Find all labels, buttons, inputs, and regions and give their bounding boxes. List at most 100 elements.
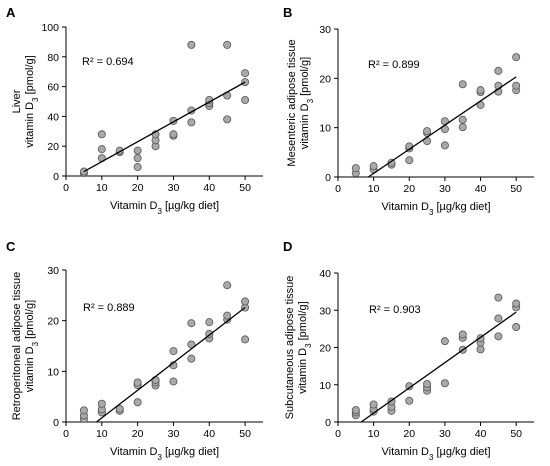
data-point	[187, 354, 196, 363]
x-tick-label: 50	[239, 182, 251, 194]
data-point	[133, 398, 142, 407]
y-axis-title: Mesenteric adipose tissue vitamin D3 [pmo…	[286, 39, 315, 166]
data-point	[512, 299, 521, 308]
r-squared-annotation: R² = 0.899	[368, 59, 420, 71]
data-point	[423, 380, 432, 389]
y-axis-title-line1: Retroperitoneal adipose tissue	[11, 272, 23, 421]
x-tick-label: 20	[403, 183, 415, 195]
x-tick-label: 0	[63, 182, 69, 194]
data-point	[223, 281, 232, 290]
data-point	[387, 158, 396, 167]
x-axis-title-unit: [µg/kg diet]	[433, 446, 490, 458]
x-tick-label: 30	[168, 428, 180, 440]
y-axis-title-line1: Mesenteric adipose tissue	[286, 39, 298, 166]
x-tick-label: 20	[403, 428, 415, 440]
y-tick-label: 30	[319, 305, 331, 317]
data-point	[187, 118, 196, 127]
y-tick-label: 20	[319, 73, 331, 85]
y-axis-title-sub: 3	[304, 343, 313, 348]
data-point	[494, 332, 503, 341]
y-axis-title-main: vitamin D	[24, 346, 36, 392]
r-squared-annotation: R² = 0.903	[369, 304, 421, 316]
x-tick-label: 40	[475, 428, 487, 440]
y-tick-label: 60	[47, 82, 59, 94]
data-point	[512, 323, 521, 332]
panel-label: A	[6, 5, 16, 20]
data-point	[494, 314, 503, 323]
data-point	[241, 69, 250, 78]
y-axis-title: Subcutaneous adipose tissue vitamin D3 [p…	[284, 276, 313, 420]
y-tick-label: 0	[325, 172, 331, 184]
y-tick-label: 20	[47, 316, 59, 328]
data-point	[458, 115, 467, 124]
x-tick-label: 40	[203, 182, 215, 194]
y-axis-title-sub: 3	[31, 341, 40, 346]
data-point	[133, 378, 142, 387]
x-axis-title-main: Vitamin D	[381, 446, 429, 458]
data-point	[169, 377, 178, 386]
r-squared-annotation: R² = 0.694	[82, 56, 134, 68]
data-point	[369, 162, 378, 171]
y-tick-label: 40	[319, 268, 331, 280]
data-point	[351, 164, 360, 173]
data-point	[133, 154, 142, 163]
y-axis-title-unit: [pmol/g]	[299, 57, 311, 99]
data-point	[97, 130, 106, 139]
data-point	[494, 293, 503, 302]
data-point	[115, 404, 124, 413]
data-point	[223, 115, 232, 124]
r-squared-annotation: R² = 0.889	[83, 302, 135, 314]
x-tick-label: 50	[510, 183, 522, 195]
y-axis-title-line2: vitamin D3 [pmol/g]	[24, 55, 40, 147]
x-tick-label: 0	[335, 183, 341, 195]
trendline	[360, 311, 517, 423]
y-tick-label: 0	[53, 417, 59, 429]
y-tick-label: 10	[47, 366, 59, 378]
x-tick-label: 50	[510, 428, 522, 440]
x-tick-label: 0	[63, 428, 69, 440]
data-point	[512, 53, 521, 62]
x-tick-label: 40	[203, 428, 215, 440]
data-point	[440, 141, 449, 150]
data-point	[223, 40, 232, 49]
x-axis-title: Vitamin D3 [µg/kg diet]	[381, 201, 490, 217]
y-tick-label: 0	[325, 417, 331, 429]
y-tick-label: 80	[47, 52, 59, 64]
y-axis-title-main: vitamin D	[297, 348, 309, 394]
y-axis-title-line1: Subcutaneous adipose tissue	[284, 276, 296, 420]
x-tick-label: 30	[168, 182, 180, 194]
x-tick-label: 30	[439, 183, 451, 195]
data-point	[458, 123, 467, 132]
data-point	[405, 396, 414, 405]
x-axis-title-sub: 3	[157, 453, 162, 462]
y-axis-title-sub: 3	[31, 97, 40, 102]
x-axis-title-main: Vitamin D	[381, 201, 429, 213]
y-tick-label: 10	[319, 123, 331, 135]
y-axis-title-line1: Liver	[11, 89, 23, 113]
x-axis-title-unit: [µg/kg diet]	[162, 446, 219, 458]
x-axis-title-unit: [µg/kg diet]	[433, 201, 490, 213]
data-point	[423, 127, 432, 136]
x-tick-label: 20	[132, 182, 144, 194]
data-point	[440, 337, 449, 346]
data-point	[405, 382, 414, 391]
data-point	[241, 96, 250, 105]
data-point	[187, 319, 196, 328]
data-point	[458, 330, 467, 339]
x-tick-label: 10	[96, 428, 108, 440]
data-point	[458, 80, 467, 89]
y-tick-label: 20	[319, 343, 331, 355]
data-point	[223, 311, 232, 320]
data-point	[205, 318, 214, 327]
data-point	[351, 406, 360, 415]
x-tick-label: 30	[439, 428, 451, 440]
trendline	[96, 306, 246, 423]
x-axis-title-unit: [µg/kg diet]	[162, 200, 219, 212]
x-axis-title-main: Vitamin D	[110, 446, 158, 458]
y-axis-title-unit: [pmol/g]	[24, 55, 36, 97]
x-tick-label: 20	[132, 428, 144, 440]
x-axis-title-sub: 3	[157, 207, 162, 216]
